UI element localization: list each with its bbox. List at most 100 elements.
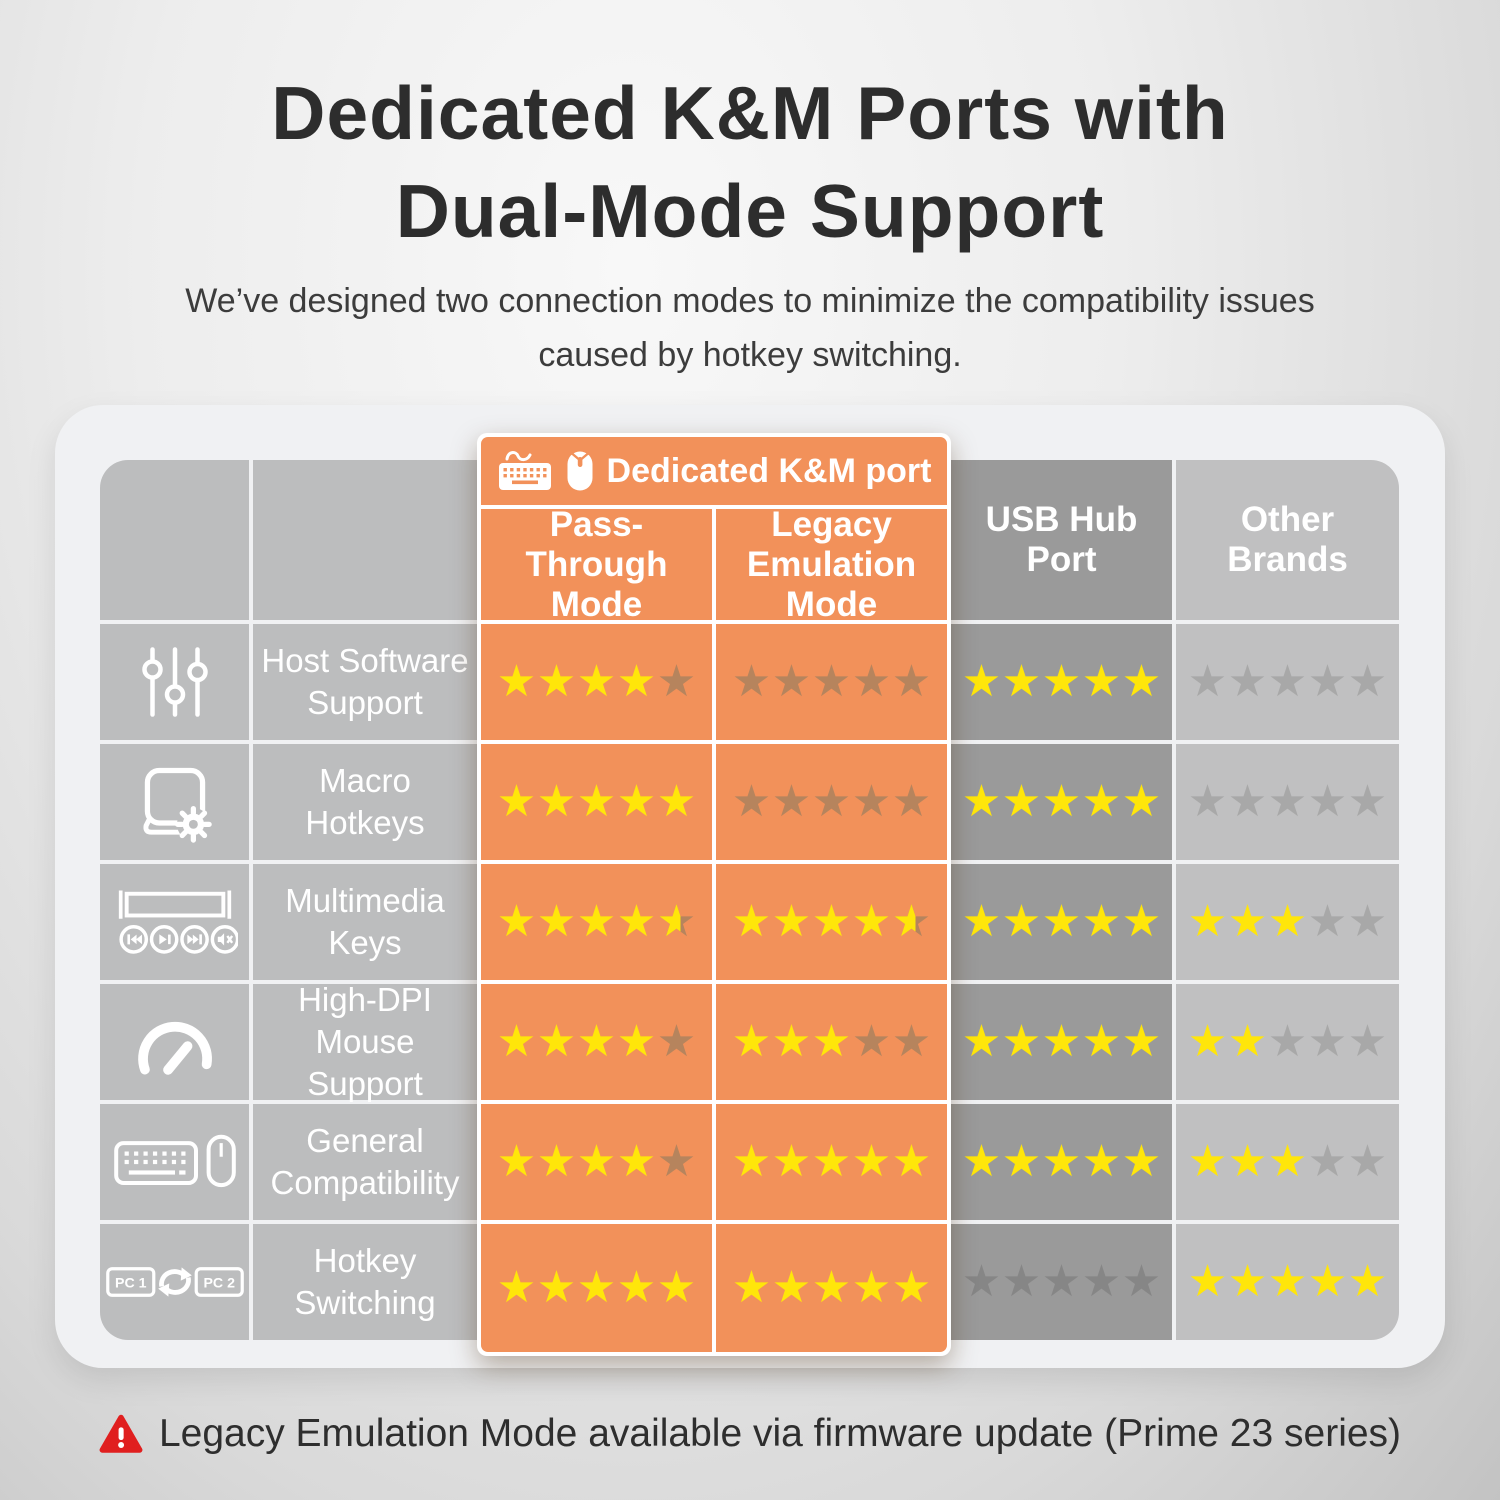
pass-through-header-label: Pass-Through Mode [525,504,668,624]
multimedia-icon [100,864,249,980]
star-filled-icon: ★ [1267,1257,1308,1306]
star-half-icon: ★ ★ [891,897,932,946]
row-label: Host Software Support [253,624,477,740]
star-rating: ★ ★ ★ ★ ★ [962,1017,1162,1067]
rating-cell-usb-hub: ★ ★ ★ ★ ★ [951,744,1172,860]
star-empty-icon: ★ [1307,897,1348,946]
row-label: Multimedia Keys [253,864,477,980]
star-empty-icon: ★ [1267,657,1308,706]
comparison-table: USB Hub Port Other Brands Host Software S… [100,460,1400,1341]
star-filled-icon: ★ [1227,1017,1268,1066]
star-filled-icon: ★ [1121,1017,1162,1066]
star-filled-icon: ★ [496,1017,537,1066]
star-empty-icon: ★ [1121,1257,1162,1306]
star-filled-icon: ★ [1081,657,1122,706]
star-filled-icon: ★ [1001,1017,1042,1066]
row-label-text: Host Software Support [261,642,469,721]
row-label-text: Hotkey Switching [294,1242,436,1321]
star-filled-icon: ★ [961,897,1002,946]
star-filled-icon: ★ [731,1137,772,1186]
star-filled-icon: ★ [771,1137,812,1186]
star-empty-icon: ★ [1347,657,1388,706]
row-label: Macro Hotkeys [253,744,477,860]
page-title-line2: Dual-Mode Support [395,169,1105,253]
star-filled-icon: ★ [771,897,812,946]
star-rating: ★ ★ ★ ★ ★ [497,777,697,827]
star-filled-icon: ★ [771,1263,812,1312]
star-filled-icon: ★ [851,1137,892,1186]
star-empty-icon: ★ [1347,777,1388,826]
star-filled-icon: ★ [961,1137,1002,1186]
star-empty-icon: ★ [656,657,697,706]
star-empty-icon: ★ [731,657,772,706]
star-rating: ★ ★ ★ ★ ★ [1188,1257,1388,1307]
star-filled-icon: ★ [961,657,1002,706]
star-filled-icon: ★ [771,1017,812,1066]
star-filled-icon: ★ [891,1263,932,1312]
rating-cell-other-brands: ★ ★ ★ ★ ★ [1176,1104,1399,1220]
row-label-text: General Compatibility [270,1122,460,1201]
star-filled-icon: ★ [1121,657,1162,706]
star-rating: ★ ★ ★ ★ ★ [962,657,1162,707]
header-cell-pass-through-mode: Pass-Through Mode [481,505,712,624]
svg-text:PC 2: PC 2 [203,1275,235,1291]
star-rating: ★ ★ ★ ★ ★ [732,777,932,827]
header-cell-features [253,460,477,620]
star-filled-icon: ★ [576,1017,617,1066]
star-empty-icon: ★ [1307,1017,1348,1066]
header-cell-legacy-emulation-mode: Legacy Emulation Mode [716,505,947,624]
star-empty-icon: ★ [1347,1137,1388,1186]
star-filled-icon: ★ [1041,657,1082,706]
page-subtitle: We’ve designed two connection modes to m… [185,282,1315,374]
star-empty-icon: ★ [1307,777,1348,826]
star-filled-icon: ★ [1187,897,1228,946]
star-filled-icon: ★ [1307,1257,1348,1306]
star-empty-icon: ★ [731,777,772,826]
star-rating: ★ ★ ★ ★ ★ [962,1137,1162,1187]
mouse-icon [565,449,595,493]
star-rating: ★ ★ ★ ★ ★ [962,777,1162,827]
rating-cell-legacy-emulation: ★ ★ ★ ★ ★ ★ [716,864,947,980]
rating-cell-pass-through: ★ ★ ★ ★ ★ [481,624,712,740]
rating-cell-usb-hub: ★ ★ ★ ★ ★ [951,864,1172,980]
star-rating: ★ ★ ★ ★ ★ ★ [732,897,932,947]
star-filled-icon: ★ [811,897,852,946]
star-filled-icon: ★ [1227,897,1268,946]
star-empty-icon: ★ [1001,1257,1042,1306]
star-filled-icon: ★ [1081,1017,1122,1066]
star-filled-icon: ★ [616,657,657,706]
star-empty-icon: ★ [1187,657,1228,706]
star-filled-icon: ★ [536,657,577,706]
star-filled-icon: ★ [1001,897,1042,946]
star-filled-icon: ★ [1187,1137,1228,1186]
star-filled-icon: ★ [961,777,1002,826]
header-cell-icons [100,460,249,620]
warning-icon [99,1414,143,1454]
star-filled-icon: ★ [731,1017,772,1066]
star-empty-icon: ★ [771,657,812,706]
star-rating: ★ ★ ★ ★ ★ [497,1263,697,1313]
star-rating: ★ ★ ★ ★ ★ [497,1137,697,1187]
macro-icon [100,744,249,860]
rating-cell-other-brands: ★ ★ ★ ★ ★ [1176,1224,1399,1340]
star-filled-icon: ★ [1041,897,1082,946]
star-filled-icon: ★ [1001,1137,1042,1186]
star-filled-icon: ★ [1227,1257,1268,1306]
star-empty-icon: ★ [891,1017,932,1066]
star-filled-icon: ★ [536,777,577,826]
star-filled-icon: ★ [576,657,617,706]
star-filled-icon: ★ [1187,1017,1228,1066]
rating-cell-legacy-emulation: ★ ★ ★ ★ ★ [716,744,947,860]
star-filled-icon: ★ [496,897,537,946]
star-filled-icon: ★ [1187,1257,1228,1306]
footnote-text: Legacy Emulation Mode available via firm… [158,1412,1402,1455]
star-filled-icon: ★ [496,1137,537,1186]
star-filled-icon: ★ [1041,777,1082,826]
gauge-icon [100,984,249,1100]
star-empty-icon: ★ [851,657,892,706]
star-empty-icon: ★ [1307,1137,1348,1186]
rating-cell-pass-through: ★ ★ ★ ★ ★ [481,1104,712,1220]
star-rating: ★ ★ ★ ★ ★ [497,1017,697,1067]
star-filled-icon: ★ [1227,1137,1268,1186]
star-rating: ★ ★ ★ ★ ★ [732,1017,932,1067]
